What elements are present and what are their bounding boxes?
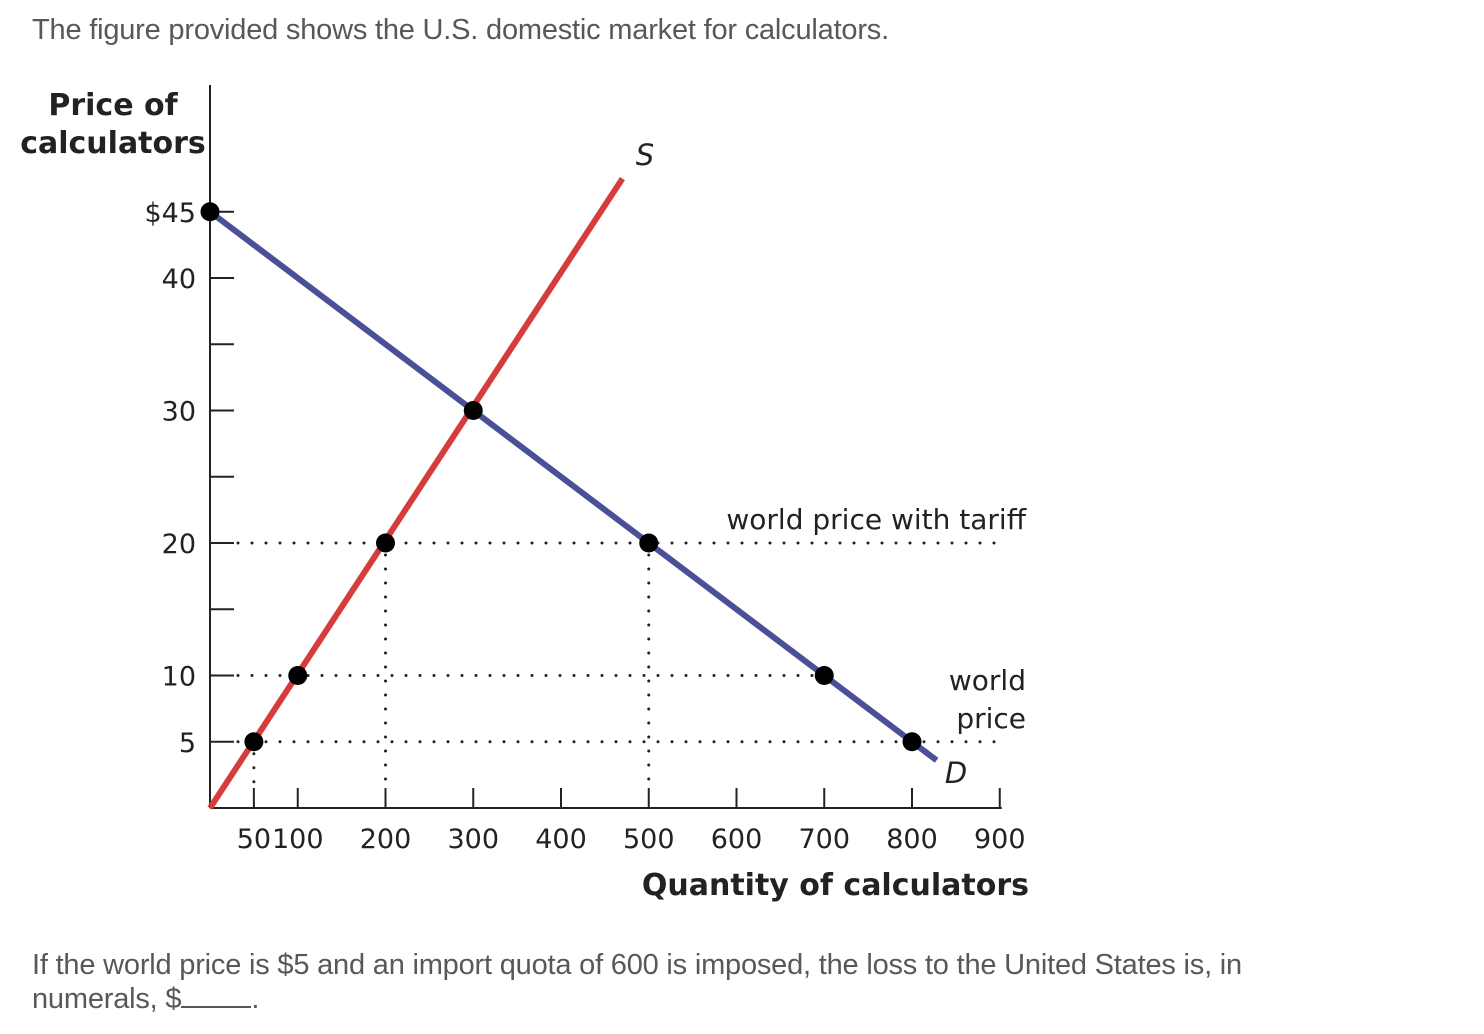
supply-curve (207, 176, 625, 810)
point-0-45 (200, 202, 220, 222)
x-tick-label-100: 100 (272, 824, 324, 855)
point-800-5 (902, 732, 922, 752)
x-tick-label-700: 700 (798, 824, 850, 855)
x-tick-label-400: 400 (535, 824, 587, 855)
x-tick-label-900: 900 (974, 824, 1026, 855)
guide-lines (236, 541, 1002, 788)
x-tick-label-50: 50 (237, 824, 271, 855)
x-tick-label-300: 300 (447, 824, 499, 855)
supply-curve-label: S (636, 138, 654, 172)
world-price-label-line1: world (949, 664, 1026, 697)
x-axis-title: Quantity of calculators (642, 868, 1029, 903)
data-points (200, 202, 922, 752)
question-body: If the world price is $5 and an import q… (32, 949, 1242, 1015)
world-price-label-line2: price (956, 702, 1026, 735)
question-text: If the world price is $5 and an import q… (32, 948, 1332, 1016)
tariff-price-label: world price with tariff (726, 503, 1026, 536)
y-tick-label-20: 20 (162, 529, 196, 560)
x-tick-label-800: 800 (886, 824, 938, 855)
point-500-20 (639, 533, 659, 553)
answer-blank (181, 982, 252, 1008)
point-700-10 (814, 666, 834, 685)
supply-demand-chart: 5 10 20 30 40 $45 50 100 200 300 400 500 600 700 800 90… (20, 85, 1029, 903)
y-tick-label-10: 10 (162, 662, 196, 693)
demand-curve-label: D (945, 756, 967, 790)
point-100-10 (288, 666, 308, 685)
point-300-30 (463, 401, 483, 420)
y-tick-label-5: 5 (179, 728, 196, 759)
y-tick-label-45: $45 (144, 198, 196, 229)
x-tick-label-500: 500 (623, 824, 675, 855)
point-200-20 (376, 533, 395, 553)
y-axis-title-line2: calculators (20, 126, 206, 161)
demand-curve (208, 209, 939, 763)
curves (207, 176, 939, 810)
y-tick-label-30: 30 (162, 397, 196, 428)
intro-text: The figure provided shows the U.S. domes… (32, 14, 889, 46)
chart-labels: Price of calculators Quantity of calcula… (20, 88, 1029, 903)
point-50-5 (244, 732, 264, 752)
x-tick-label-600: 600 (711, 824, 763, 855)
axes: 5 10 20 30 40 $45 50 100 200 300 400 500 600 700 800 90… (144, 85, 1026, 855)
x-tick-label-200: 200 (360, 824, 412, 855)
y-axis-title-line1: Price of (48, 88, 178, 123)
y-tick-label-40: 40 (162, 264, 196, 295)
question-end: . (251, 983, 260, 1015)
